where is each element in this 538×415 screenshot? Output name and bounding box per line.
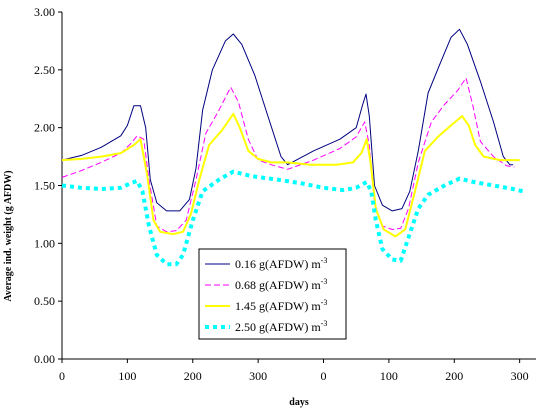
series-line-3 — [61, 112, 520, 238]
x-tick-label: 0 — [321, 369, 327, 383]
x-tick-label: 100 — [380, 369, 398, 383]
y-tick-label: 3.00 — [34, 5, 55, 19]
plot-area: 0.000.501.001.502.002.503.00 0 100 200 300 0… — [34, 5, 536, 383]
legend-unit-superscript: -3 — [321, 319, 328, 328]
x-tick-label: 200 — [184, 369, 202, 383]
y-tick-label: 2.00 — [34, 121, 55, 135]
legend-label-2: 0.68 g(AFDW) m-3 — [235, 277, 327, 292]
legend: 0.16 g(AFDW) m-3 0.68 g(AFDW) m-3 1.45 g(A… — [198, 248, 347, 340]
legend-unit-superscript: -3 — [321, 256, 328, 265]
y-tick-label: 1.50 — [34, 179, 55, 193]
x-axis-label: days — [289, 397, 309, 408]
y-axis-label: Average ind. weight (g AFDW) — [3, 170, 14, 301]
series-line-1 — [61, 28, 514, 212]
x-tick-label: 300 — [249, 369, 267, 383]
y-tick-label: 0.00 — [34, 352, 55, 366]
legend-unit-superscript: -3 — [321, 277, 328, 286]
x-tick-label: 100 — [118, 369, 136, 383]
legend-label-1: 0.16 g(AFDW) m-3 — [235, 256, 327, 271]
x-tick-label: 0 — [59, 369, 65, 383]
series-line-2 — [61, 77, 515, 233]
x-tick-label: 300 — [511, 369, 529, 383]
legend-label-3: 1.45 g(AFDW) m-3 — [235, 298, 327, 313]
series-group — [61, 28, 524, 267]
y-tick-label: 0.50 — [34, 294, 55, 308]
legend-unit-superscript: -3 — [321, 298, 328, 307]
legend-label-4: 2.50 g(AFDW) m-3 — [235, 319, 327, 334]
y-axis-ticks: 0.00 0.50 1.00 1.50 2.00 2.50 3.00 — [34, 5, 62, 366]
y-tick-label: 2.50 — [34, 63, 55, 77]
y-tick-label: 1.00 — [34, 236, 55, 250]
x-axis-ticks: 0 100 200 300 0 100 200 300 — [59, 359, 529, 383]
x-tick-label: 200 — [445, 369, 463, 383]
series-line-4 — [61, 169, 524, 267]
